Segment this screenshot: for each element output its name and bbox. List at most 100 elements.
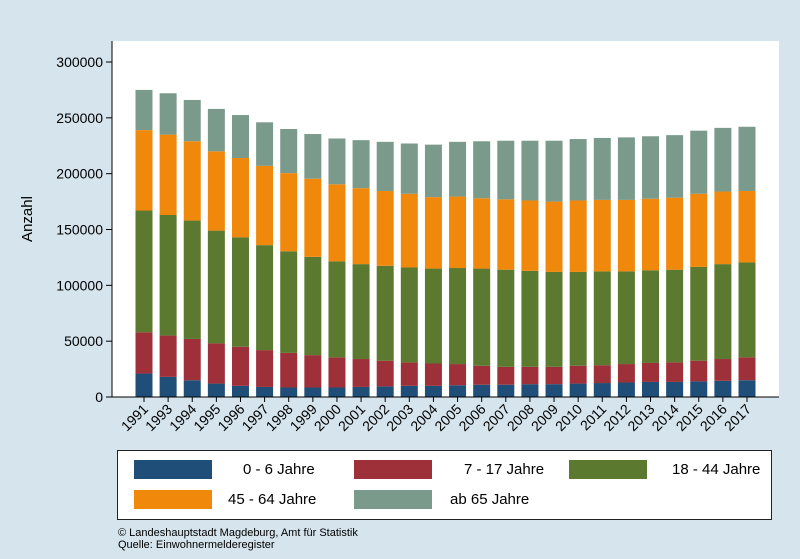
- y-tick-label: 150000: [56, 222, 103, 238]
- bar-segment-2001-4: [352, 140, 370, 189]
- bar-segment-2006-1: [473, 365, 491, 385]
- legend-swatch-45-64: [134, 490, 212, 509]
- bar-segment-2016-2: [714, 264, 732, 360]
- bar-segment-2011-3: [593, 199, 611, 272]
- bar-segment-2000-4: [328, 138, 346, 185]
- y-axis-ticks: 0 50000 100000 150000 200000 250000 300000: [56, 54, 112, 405]
- source-note: Quelle: Einwohnermelderegister: [118, 539, 275, 551]
- bar-segment-2007-0: [497, 384, 515, 397]
- bar-segment-2016-0: [714, 380, 732, 397]
- bar-segment-1995-3: [207, 151, 225, 231]
- bar-segment-2008-0: [521, 384, 539, 397]
- copyright-note: © Landeshauptstadt Magdeburg, Amt für St…: [118, 527, 358, 539]
- x-tick-label: 2017: [721, 401, 754, 434]
- bar-segment-1994-1: [183, 338, 201, 381]
- bar-segment-1991-3: [135, 130, 153, 211]
- bar-segment-2009-3: [545, 201, 563, 272]
- bar-segment-1995-1: [207, 343, 225, 384]
- bar-segment-1996-4: [231, 115, 249, 159]
- legend-label-0-6: 0 - 6 Jahre: [243, 461, 315, 478]
- bar-segment-2007-4: [497, 140, 515, 200]
- bar-segment-2012-3: [617, 199, 635, 272]
- bar-segment-2002-0: [376, 386, 394, 397]
- bar-segment-2008-4: [521, 140, 539, 201]
- bar-segment-1997-4: [256, 122, 274, 166]
- bar-segment-2013-4: [642, 136, 660, 199]
- bar-segment-1996-3: [231, 158, 249, 238]
- bar-segment-2017-1: [738, 357, 756, 381]
- bar-segment-2007-2: [497, 269, 515, 367]
- bar-segment-1994-0: [183, 380, 201, 397]
- legend-swatch-0-6: [134, 460, 212, 479]
- bar-segment-2015-0: [690, 381, 708, 397]
- bar-segment-2014-0: [666, 381, 684, 397]
- bar-segment-2002-1: [376, 360, 394, 387]
- bar-segment-2003-1: [400, 362, 418, 386]
- bar-segment-2003-2: [400, 267, 418, 363]
- bar-segment-1997-0: [256, 386, 274, 397]
- bar-segment-2006-0: [473, 384, 491, 397]
- bar-segment-1999-0: [304, 387, 322, 397]
- bar-segment-2005-4: [449, 141, 467, 197]
- bar-segment-2005-3: [449, 196, 467, 269]
- bar-segment-1996-0: [231, 385, 249, 397]
- bar-segment-2001-1: [352, 359, 370, 387]
- bar-segment-2004-3: [424, 197, 442, 269]
- bar-segment-2017-3: [738, 190, 756, 263]
- bar-segment-2014-2: [666, 269, 684, 363]
- bar-segment-2004-0: [424, 385, 442, 397]
- bar-segment-1999-3: [304, 178, 322, 257]
- bar-segment-2002-2: [376, 265, 394, 361]
- bar-segment-1991-2: [135, 210, 153, 333]
- y-tick-label: 100000: [56, 277, 103, 293]
- legend-swatch-7-17: [354, 460, 432, 479]
- bar-segment-2011-2: [593, 271, 611, 366]
- legend-swatch-18-44: [569, 460, 647, 479]
- bar-segment-2011-4: [593, 137, 611, 200]
- bar-segment-2010-0: [569, 383, 587, 397]
- bar-segment-2008-1: [521, 366, 539, 385]
- bar-segment-2012-1: [617, 364, 635, 383]
- bar-segment-2002-4: [376, 141, 394, 191]
- bar-segment-2011-1: [593, 365, 611, 384]
- bar-segment-1993-4: [159, 93, 177, 135]
- bar-segment-1995-0: [207, 383, 225, 397]
- y-axis-label: Anzahl: [19, 196, 36, 242]
- bar-segment-1996-2: [231, 237, 249, 347]
- bar-segment-2013-2: [642, 270, 660, 363]
- bar-segment-2003-4: [400, 143, 418, 194]
- bar-segment-2010-1: [569, 365, 587, 384]
- bar-segment-2012-0: [617, 382, 635, 397]
- y-tick-label: 200000: [56, 166, 103, 182]
- bar-segment-1997-3: [256, 165, 274, 246]
- bar-segment-2010-2: [569, 271, 587, 366]
- bar-segment-2008-3: [521, 200, 539, 271]
- bar-segment-1993-1: [159, 335, 177, 377]
- bar-segment-2001-3: [352, 188, 370, 265]
- bar-segment-1994-4: [183, 99, 201, 142]
- bar-segment-1998-0: [280, 387, 298, 397]
- bar-segment-1996-1: [231, 346, 249, 386]
- bar-segment-1997-2: [256, 245, 274, 351]
- bar-segment-2004-1: [424, 363, 442, 386]
- bar-segment-2017-2: [738, 262, 756, 358]
- bar-segment-2002-3: [376, 190, 394, 266]
- bar-segment-2015-2: [690, 266, 708, 361]
- bar-segment-2013-3: [642, 198, 660, 271]
- bar-segment-1995-2: [207, 230, 225, 344]
- bar-segment-1993-2: [159, 214, 177, 336]
- bar-segment-2015-1: [690, 360, 708, 382]
- bar-segment-1991-0: [135, 373, 153, 397]
- bar-segment-2006-3: [473, 198, 491, 269]
- bars-layer: [135, 89, 756, 397]
- bar-segment-1993-0: [159, 376, 177, 397]
- bar-segment-2003-3: [400, 193, 418, 268]
- bar-segment-2009-0: [545, 384, 563, 397]
- bar-segment-2000-1: [328, 357, 346, 388]
- bar-segment-2005-0: [449, 385, 467, 397]
- bar-segment-1998-2: [280, 251, 298, 353]
- bar-segment-1998-1: [280, 352, 298, 388]
- legend-label-65: ab 65 Jahre: [450, 491, 530, 508]
- bar-segment-2009-4: [545, 140, 563, 202]
- legend-label-7-17: 7 - 17 Jahre: [464, 461, 545, 478]
